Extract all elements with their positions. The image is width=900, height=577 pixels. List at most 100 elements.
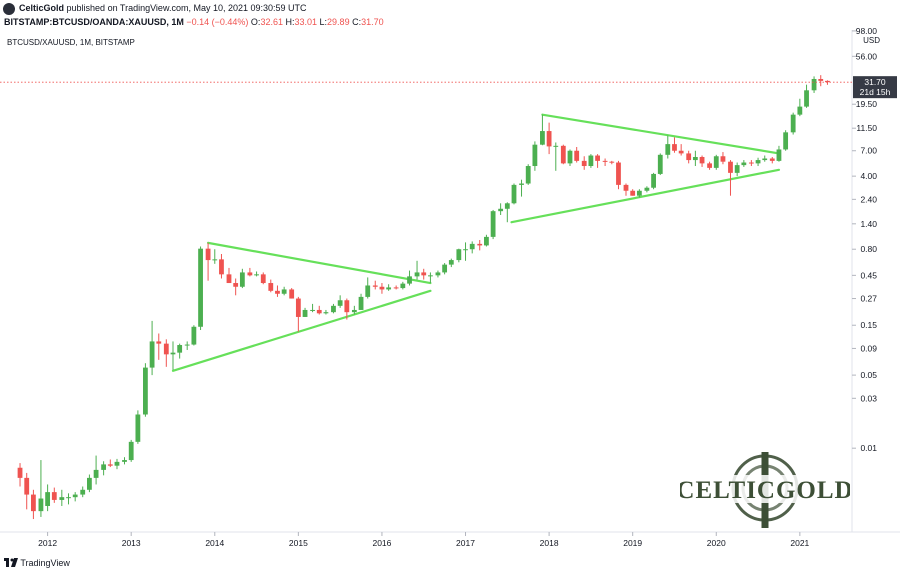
currency-label: USD	[863, 36, 880, 45]
tradingview-footer[interactable]: TradingView	[4, 558, 70, 574]
candle-body	[337, 300, 343, 306]
candle-down	[31, 489, 36, 520]
price-tick-label: 56.00	[856, 51, 878, 61]
candle-body	[651, 173, 656, 188]
tradingview-logo-icon	[4, 558, 18, 567]
candle-down	[24, 472, 30, 510]
candle-down	[581, 156, 587, 170]
candle-body	[66, 497, 71, 499]
candle-body	[477, 243, 483, 246]
time-tick-label: 2021	[790, 538, 809, 548]
candle-body	[170, 352, 176, 355]
candle-body	[511, 184, 517, 204]
candle-down	[728, 160, 733, 196]
candle-body	[316, 309, 322, 314]
candle-body	[720, 156, 726, 162]
candle-body	[184, 344, 190, 346]
candle-body	[87, 477, 92, 490]
candle-body	[428, 275, 433, 277]
candle-up	[463, 242, 468, 261]
candle-up	[540, 114, 545, 146]
candle-up	[490, 209, 496, 240]
candle-down	[477, 240, 483, 251]
candle-body	[623, 184, 629, 191]
last-price-value: 31.70	[864, 77, 886, 87]
time-tick-label: 2014	[205, 538, 224, 548]
candle-up	[59, 489, 65, 506]
candle-up	[365, 277, 371, 299]
trendline	[510, 168, 781, 224]
candle-up	[484, 234, 489, 247]
candle-body	[260, 274, 266, 284]
candle-body	[386, 287, 392, 290]
tradingview-brand: TradingView	[20, 558, 70, 568]
candle-body	[686, 153, 692, 161]
candle-body	[581, 160, 587, 167]
candle-up	[302, 307, 308, 317]
candle-body	[463, 249, 468, 251]
time-tick-label: 2017	[456, 538, 475, 548]
candle-up	[310, 303, 315, 313]
candle-down	[260, 272, 266, 285]
candle-body	[281, 289, 287, 294]
candle-up	[511, 183, 517, 205]
candle-down	[560, 144, 566, 165]
candle-body	[818, 78, 824, 81]
candle-body	[728, 161, 733, 173]
trendlines	[171, 113, 781, 372]
candle-up	[149, 320, 155, 376]
candle-body	[351, 309, 357, 313]
candle-up	[657, 153, 663, 176]
candle-up	[191, 325, 197, 346]
candle-body	[400, 283, 406, 289]
candle-body	[804, 90, 809, 107]
candle-body	[435, 272, 441, 276]
candle-up	[38, 460, 44, 517]
candle-down	[316, 305, 322, 315]
candle-body	[268, 283, 274, 291]
price-tick-label: 11.50	[856, 123, 877, 133]
candle-up	[790, 112, 796, 135]
candle-up	[498, 203, 504, 216]
candle-body	[442, 264, 448, 273]
candle-body	[17, 467, 23, 478]
candle-body	[135, 414, 141, 442]
price-tick-label: 0.27	[860, 294, 877, 304]
candle-up	[135, 410, 141, 444]
candle-down	[107, 459, 113, 468]
candle-up	[435, 270, 441, 278]
low-label: L:	[319, 17, 328, 27]
candle-body	[344, 300, 350, 313]
candle-up	[448, 258, 454, 268]
candle-body	[456, 249, 462, 261]
candle-up	[400, 281, 406, 290]
candle-body	[567, 150, 573, 164]
candle-body	[156, 341, 162, 344]
candle-body	[93, 469, 99, 478]
candle-body	[24, 477, 30, 495]
candle-down	[707, 161, 712, 170]
candle-down	[825, 80, 830, 85]
open-value: 32.61	[260, 17, 283, 27]
candle-body	[769, 158, 775, 161]
bar-countdown: 21d 15h	[860, 87, 891, 97]
candle-down	[720, 152, 726, 165]
candle-body	[107, 464, 113, 466]
candle-down	[630, 189, 636, 196]
candle-body	[212, 259, 218, 261]
candle-up	[45, 484, 51, 512]
candle-body	[51, 492, 57, 500]
trendline	[206, 241, 432, 285]
price-tick-label: 98.00	[856, 26, 878, 36]
candle-body	[331, 305, 336, 313]
candle-down	[672, 137, 677, 153]
candle-down	[769, 156, 775, 164]
time-tick-label: 2013	[122, 538, 141, 548]
author-name[interactable]: CelticGold	[19, 3, 65, 13]
time-axis[interactable]: 2012 2013 2014 2015 2016 2017 2018 2019 2020 2021	[38, 532, 810, 548]
candle-down	[295, 296, 301, 332]
candle-body	[372, 285, 378, 287]
price-axis[interactable]: 98.00 56.00 19.50 11.50 7.00 4.00 2.40 1.40 0.80…	[852, 26, 877, 453]
